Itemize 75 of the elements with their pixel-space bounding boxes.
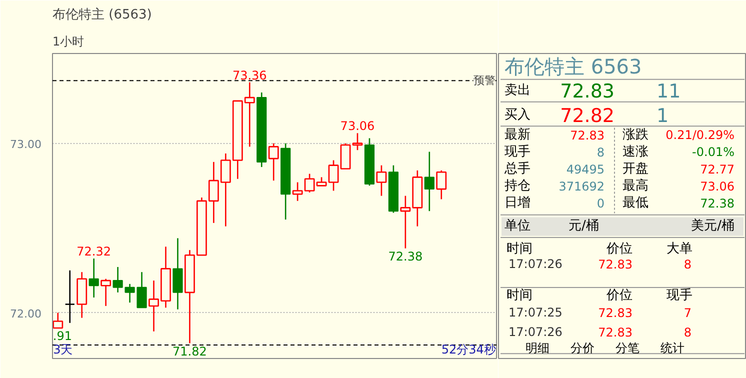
text: 8	[684, 325, 692, 340]
text: 元/桶	[568, 218, 599, 234]
text: 现手	[504, 144, 530, 160]
candlestick	[268, 142, 279, 182]
text: 现手	[666, 288, 692, 304]
candlestick	[340, 142, 351, 170]
text: 17:07:26	[508, 324, 562, 339]
annotation: 3天	[53, 342, 73, 356]
text: 0.21/0.29%	[666, 128, 735, 142]
text: 日增	[504, 195, 530, 210]
text: 持仓	[504, 178, 530, 194]
text: 买入	[504, 107, 530, 122]
text: 72.77	[700, 162, 735, 176]
annotation: 72.38	[388, 249, 423, 264]
candlestick	[376, 164, 387, 196]
text: 17:07:25	[508, 306, 562, 320]
text: 72.83	[598, 325, 633, 340]
candlestick	[172, 238, 183, 310]
text: 49495	[566, 162, 605, 176]
text: 371692	[558, 179, 605, 194]
text: 73.06	[700, 179, 735, 194]
text: 总手	[504, 161, 530, 176]
candlestick	[112, 266, 123, 294]
text: 17:07:26	[508, 257, 562, 272]
text: 涨跌	[622, 127, 648, 142]
text: 价位	[606, 241, 632, 256]
candlestick	[424, 151, 434, 212]
text: -0.01%	[692, 144, 734, 159]
candlestick	[436, 170, 447, 200]
annotation: 73.06	[340, 119, 375, 134]
text: 8	[596, 145, 605, 160]
text: 大单	[666, 241, 692, 256]
text: 72.83	[598, 258, 633, 272]
text: 11	[656, 80, 681, 103]
text: 1	[656, 104, 669, 127]
text: 分价	[570, 341, 594, 356]
chart-subtitle: 1小时	[52, 34, 84, 48]
candlestick	[88, 258, 99, 298]
text: 速涨	[622, 144, 648, 160]
text: 最低	[622, 195, 648, 210]
annotation: 52分34秒	[441, 342, 496, 356]
text: 统计	[660, 341, 684, 356]
text: 美元/桶	[691, 218, 735, 234]
text: 时间	[506, 241, 532, 256]
candlestick	[100, 278, 112, 307]
text: 72.83	[570, 128, 605, 142]
text: 最高	[622, 177, 648, 194]
text: 分笔	[616, 341, 640, 356]
chart-title: 布伦特主 (6563)	[52, 6, 152, 22]
annotation: 73.36	[232, 68, 267, 82]
annotation: 71.82	[172, 344, 207, 358]
y-tick-label: 72.00	[10, 307, 42, 320]
candlestick	[352, 132, 363, 151]
text: 明细	[526, 341, 550, 356]
text: 7	[684, 306, 692, 320]
text: 价位	[606, 288, 632, 304]
text: 布伦特主 6563	[504, 54, 642, 78]
text: 72.38	[700, 196, 735, 210]
text: 卖出	[504, 83, 530, 98]
y-tick-label: 73.00	[10, 138, 42, 151]
candlestick	[64, 270, 76, 324]
text: 72.82	[560, 104, 615, 127]
text: 开盘	[622, 161, 648, 176]
candlestick	[328, 160, 339, 192]
candlestick	[400, 195, 411, 250]
annotation: 72.32	[76, 244, 112, 259]
text: 8	[684, 258, 692, 272]
text: 时间	[506, 288, 532, 304]
text: 单位	[504, 218, 530, 234]
annotation: .91	[52, 329, 72, 343]
text: 最新	[504, 127, 530, 142]
ref-line-label: 预警	[473, 74, 496, 88]
text: 0	[596, 196, 605, 210]
text: 72.83	[598, 306, 633, 320]
text: 72.83	[560, 80, 615, 103]
